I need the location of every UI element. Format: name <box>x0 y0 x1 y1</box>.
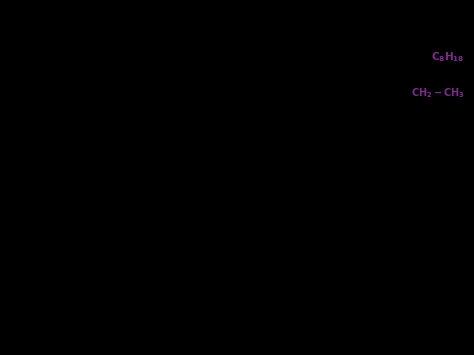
Text: 2,3,4-trimethylpentane: 2,3,4-trimethylpentane <box>177 186 288 195</box>
Text: 2,5-dimethylhexane: 2,5-dimethylhexane <box>329 102 424 110</box>
Text: 2,3,3-trimethylpentane: 2,3,3-trimethylpentane <box>0 186 111 195</box>
Text: 3-ethyl-3-methylpentane: 3-ethyl-3-methylpentane <box>19 214 138 223</box>
Text: 4-methylheptane: 4-methylheptane <box>401 70 474 79</box>
Text: n-octane: n-octane <box>49 70 91 79</box>
Text: 3-ethylhexane: 3-ethylhexane <box>17 158 85 166</box>
Text: $\mathbf{C_8H_{18}}$: $\mathbf{C_8H_{18}}$ <box>431 50 465 64</box>
Text: 2,2,3,3-tetramethylbutane: 2,2,3,3-tetramethylbutane <box>192 214 319 223</box>
Text: $\mathbf{CH_2-CH_3}$: $\mathbf{CH_2-CH_3}$ <box>410 86 465 99</box>
Text: Isomers of Octane (18) Simple Representation: Isomers of Octane (18) Simple Representa… <box>45 28 429 43</box>
Text: 3,3-dimethylhexane: 3,3-dimethylhexane <box>329 130 424 138</box>
Text: 2,4-dimethylhexane: 2,4-dimethylhexane <box>185 102 280 110</box>
Text: 3-methylheptane: 3-methylheptane <box>289 70 371 79</box>
Text: 2-methyl-3-ethylpentane: 2-methyl-3-ethylpentane <box>317 186 436 195</box>
Text: 2,3-dimethylhexane: 2,3-dimethylhexane <box>9 102 103 110</box>
Text: 2-methylheptane: 2-methylheptane <box>150 70 231 79</box>
Text: 3,4-dimethylhexane: 3,4-dimethylhexane <box>9 130 103 138</box>
Text: 2,2,3-trimethylpentane: 2,2,3-trimethylpentane <box>163 158 274 166</box>
Text: 2,2-dimethylhexane: 2,2-dimethylhexane <box>185 130 280 138</box>
Text: 2,2,4-trimethylpentane: 2,2,4-trimethylpentane <box>307 158 418 166</box>
